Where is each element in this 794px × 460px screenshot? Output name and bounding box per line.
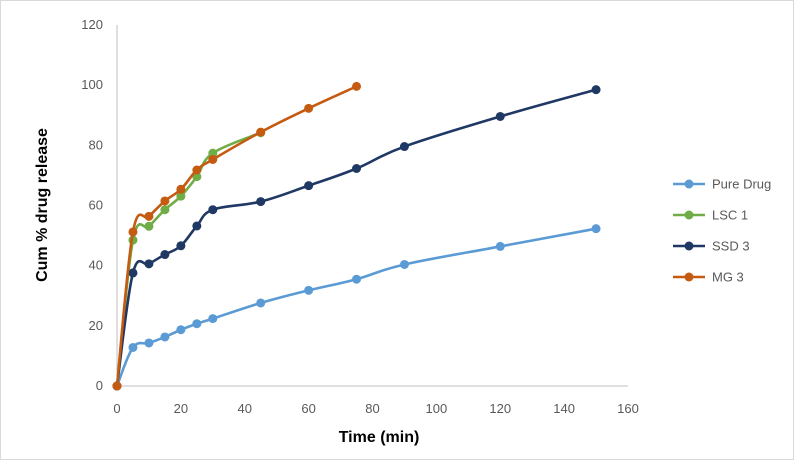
y-tick-label: 60 xyxy=(89,198,103,213)
x-tick-label: 160 xyxy=(617,401,639,416)
y-axis-title: Cum % drug release xyxy=(34,128,51,282)
y-tick-label: 40 xyxy=(89,258,103,273)
legend-label: MG 3 xyxy=(712,270,744,285)
data-point-pure-drug xyxy=(591,224,601,234)
y-tick-label: 100 xyxy=(81,77,103,92)
legend-label: Pure Drug xyxy=(712,177,771,192)
legend-marker xyxy=(684,210,694,220)
data-point-pure-drug xyxy=(192,319,202,329)
data-point-pure-drug xyxy=(352,274,362,284)
legend-marker xyxy=(684,272,694,282)
x-axis-title: Time (min) xyxy=(339,429,420,446)
data-point-pure-drug xyxy=(144,338,154,348)
data-point-mg-3 xyxy=(144,211,154,221)
x-tick-label: 60 xyxy=(301,401,315,416)
x-tick-label: 140 xyxy=(553,401,575,416)
data-point-pure-drug xyxy=(208,314,218,324)
data-point-lsc-1 xyxy=(176,191,186,201)
data-point-mg-3 xyxy=(192,165,202,175)
data-point-lsc-1 xyxy=(192,172,202,182)
legend-label: SSD 3 xyxy=(712,239,750,254)
data-point-pure-drug xyxy=(495,241,505,251)
legend-label: LSC 1 xyxy=(712,208,748,223)
data-point-pure-drug xyxy=(160,332,170,342)
x-tick-label: 0 xyxy=(113,401,120,416)
legend-item-pure-drug: Pure Drug xyxy=(673,177,771,192)
data-point-mg-3 xyxy=(128,227,138,237)
data-point-ssd-3 xyxy=(144,259,154,269)
axes xyxy=(116,25,628,387)
data-point-mg-3 xyxy=(352,81,362,91)
data-point-ssd-3 xyxy=(176,241,186,251)
data-point-ssd-3 xyxy=(304,181,314,191)
data-point-mg-3 xyxy=(112,381,122,391)
legend-item-lsc-1: LSC 1 xyxy=(673,208,748,223)
data-point-ssd-3 xyxy=(495,111,505,121)
data-point-ssd-3 xyxy=(208,205,218,215)
data-point-mg-3 xyxy=(160,196,170,206)
series-ssd-3 xyxy=(112,85,601,391)
series-pure-drug xyxy=(112,224,601,391)
data-point-ssd-3 xyxy=(128,268,138,278)
data-point-ssd-3 xyxy=(160,250,170,260)
x-tick-label: 120 xyxy=(489,401,511,416)
y-tick-label: 0 xyxy=(96,378,103,393)
x-tick-label: 100 xyxy=(426,401,448,416)
data-point-mg-3 xyxy=(176,184,186,194)
x-tick-label: 20 xyxy=(174,401,188,416)
series-mg-3 xyxy=(112,81,362,391)
legend-item-ssd-3: SSD 3 xyxy=(673,239,750,254)
data-point-pure-drug xyxy=(176,325,186,335)
y-ticks: 0 20 40 60 80 100 120 xyxy=(81,17,103,393)
plot-area xyxy=(112,81,601,391)
series-line-pure-drug xyxy=(115,227,597,387)
legend: Pure Drug LSC 1 SSD 3 MG 3 xyxy=(673,177,771,285)
series-line-lsc-1 xyxy=(115,131,262,387)
y-tick-label: 20 xyxy=(89,318,103,333)
data-point-pure-drug xyxy=(304,285,314,295)
data-point-lsc-1 xyxy=(144,221,154,231)
data-point-lsc-1 xyxy=(160,205,170,215)
data-point-mg-3 xyxy=(208,154,218,164)
y-tick-label: 120 xyxy=(81,17,103,32)
series-line-ssd-3 xyxy=(115,88,597,387)
data-point-mg-3 xyxy=(304,103,314,113)
x-ticks: 0 20 40 60 80 100 120 140 160 xyxy=(113,401,638,416)
x-tick-label: 80 xyxy=(365,401,379,416)
data-point-pure-drug xyxy=(128,342,138,352)
y-tick-label: 80 xyxy=(89,137,103,152)
legend-item-mg-3: MG 3 xyxy=(673,270,744,285)
data-point-lsc-1 xyxy=(208,148,218,158)
data-point-pure-drug xyxy=(399,259,409,269)
data-point-ssd-3 xyxy=(591,85,601,95)
data-point-mg-3 xyxy=(256,127,266,137)
data-point-ssd-3 xyxy=(352,163,362,173)
legend-marker xyxy=(684,179,694,189)
data-point-ssd-3 xyxy=(399,142,409,152)
data-point-ssd-3 xyxy=(256,197,266,207)
legend-marker xyxy=(684,241,694,251)
data-point-pure-drug xyxy=(256,298,266,308)
x-tick-label: 40 xyxy=(238,401,252,416)
data-point-ssd-3 xyxy=(192,221,202,231)
